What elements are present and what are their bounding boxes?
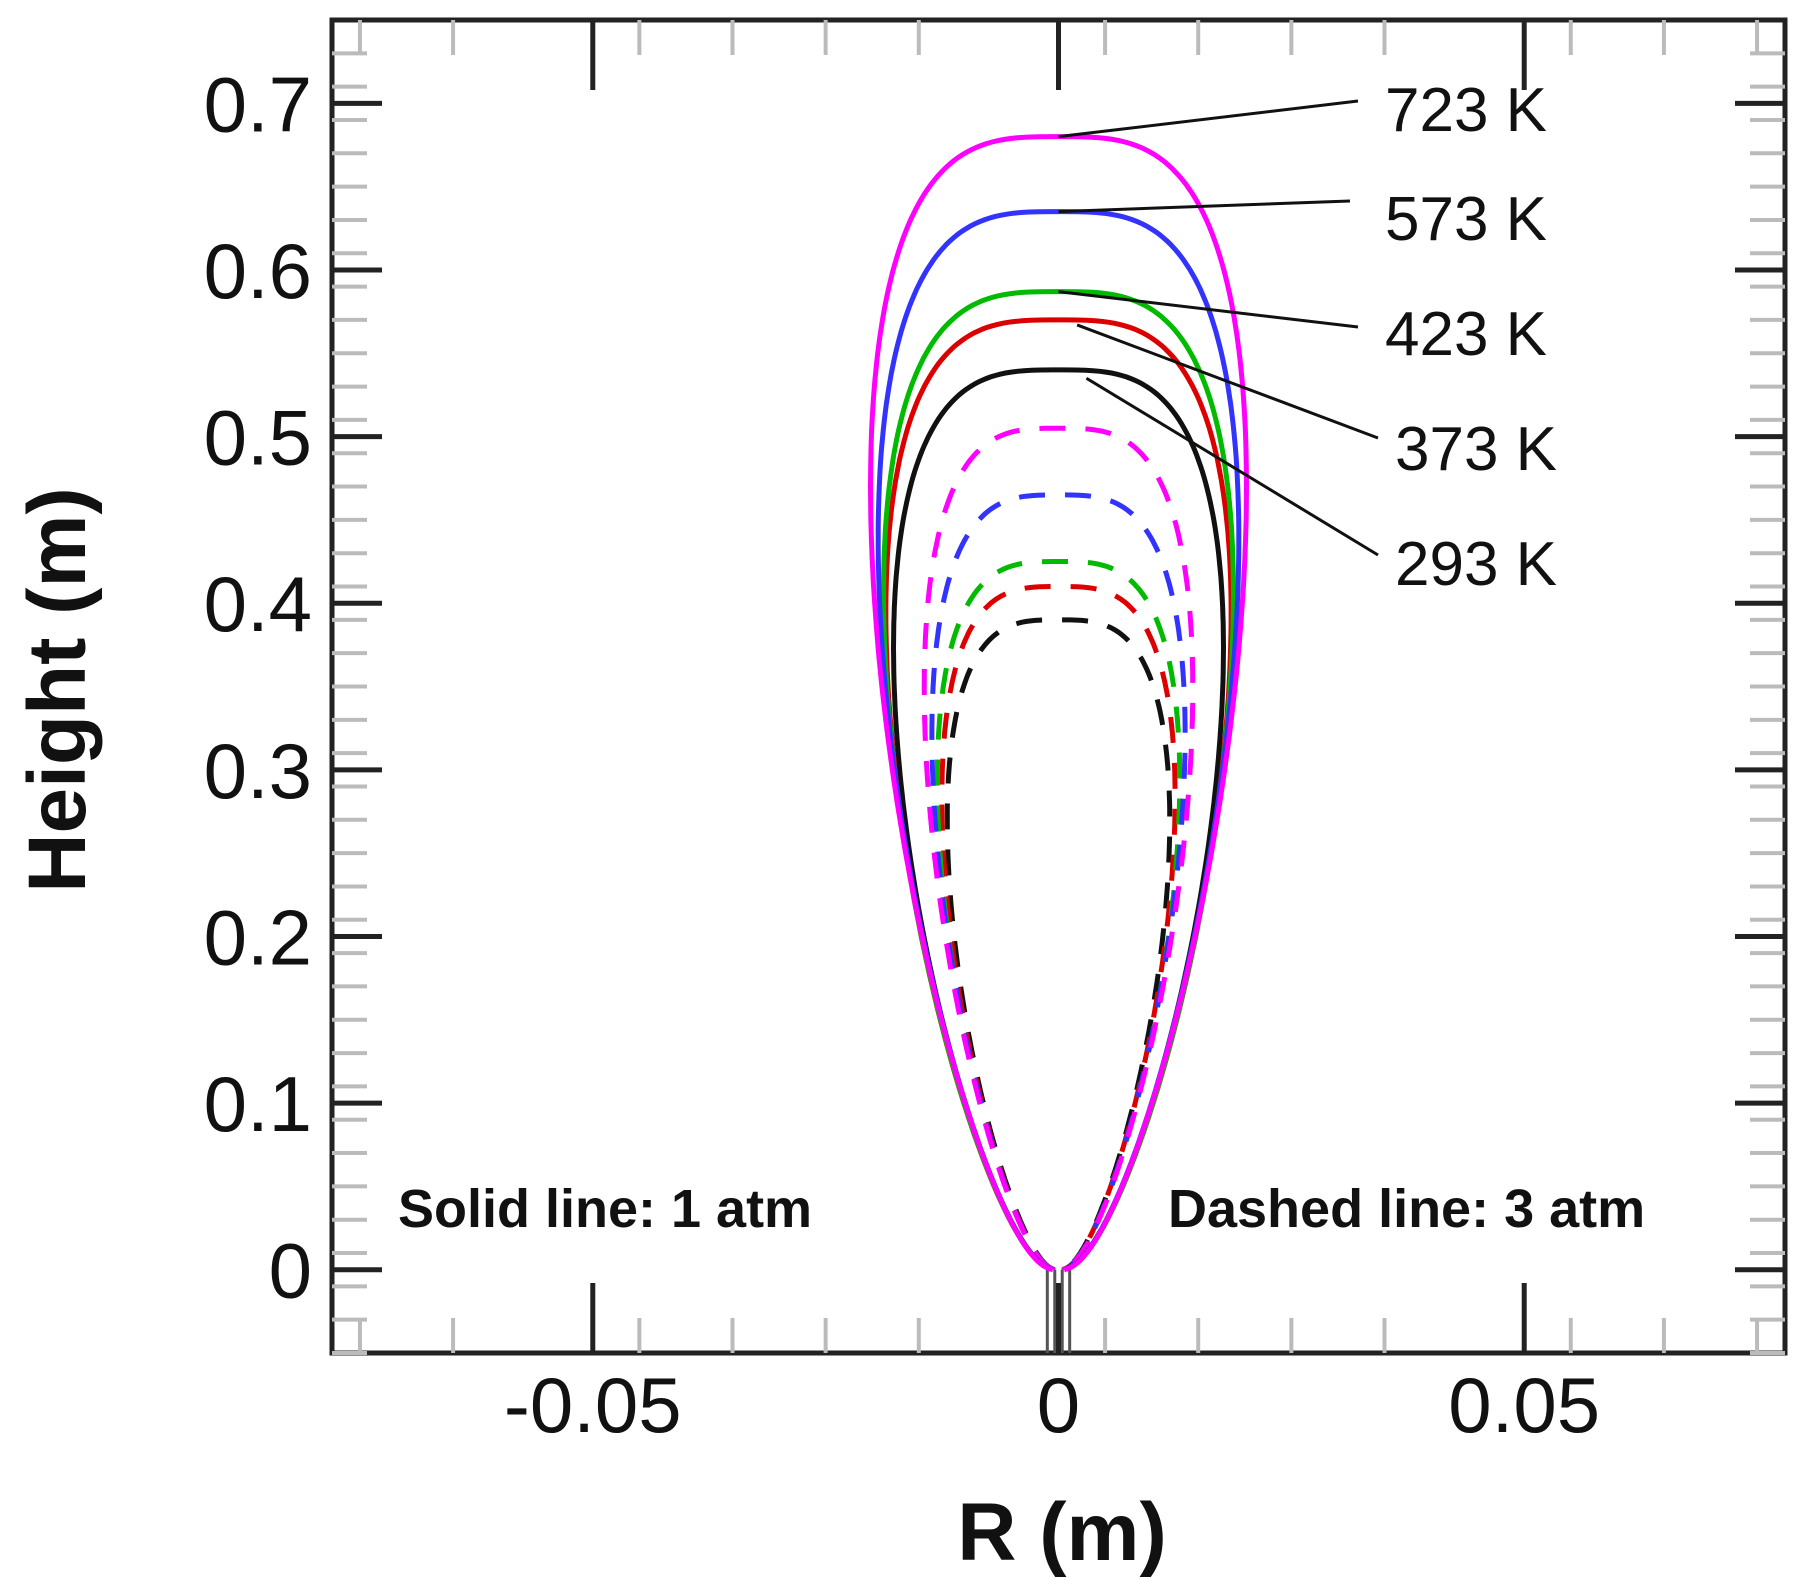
annotation-293k: 293 K: [1395, 530, 1557, 599]
annotation-423k: 423 K: [1385, 300, 1547, 369]
series-723k-3atm: [921, 425, 1196, 1272]
x-tick-label: 0: [1037, 1361, 1080, 1449]
axis-ticks: [332, 20, 1785, 1355]
annotation-leaders: [1058, 99, 1379, 557]
x-tick-label: 0.05: [1448, 1361, 1600, 1449]
dashed-line-note: Dashed line: 3 atm: [1168, 1179, 1645, 1239]
leader-line: [1076, 323, 1379, 440]
leader-line: [1058, 99, 1359, 139]
series-573k-3atm: [929, 492, 1188, 1272]
y-tick-label: 0.5: [204, 394, 312, 482]
plot-frame: [329, 17, 1788, 1356]
y-tick-label: 0.7: [204, 60, 312, 148]
series-373k-3atm: [939, 584, 1178, 1272]
y-axis-title: Height (m): [12, 487, 103, 892]
y-tick-label: 0.2: [204, 893, 312, 981]
x-axis-title: R (m): [957, 1487, 1167, 1578]
solid-line-note: Solid line: 1 atm: [398, 1179, 812, 1239]
series-373k-1atm: [883, 317, 1234, 1272]
y-tick-label: 0.3: [204, 727, 312, 815]
plot-area: [329, 17, 1788, 1356]
y-tick-label: 0.6: [204, 227, 312, 315]
x-tick-label: -0.05: [504, 1361, 682, 1449]
leader-line: [1058, 199, 1351, 214]
annotation-573k: 573 K: [1385, 185, 1547, 254]
series-293k-3atm: [944, 617, 1173, 1272]
leader-line: [1058, 290, 1359, 329]
burner-nozzle: [1045, 1269, 1072, 1353]
annotation-373k: 373 K: [1395, 415, 1557, 484]
y-tick-label: 0.4: [204, 560, 312, 648]
tick-labels: -0.05 0 0.05 0 0.1 0.2 0.3 0.4 0.5 0.6 0.7: [204, 60, 1601, 1449]
leader-line: [1085, 376, 1379, 557]
y-tick-label: 0: [269, 1227, 312, 1315]
y-tick-label: 0.1: [204, 1060, 312, 1148]
annotation-723k: 723 K: [1385, 76, 1547, 145]
